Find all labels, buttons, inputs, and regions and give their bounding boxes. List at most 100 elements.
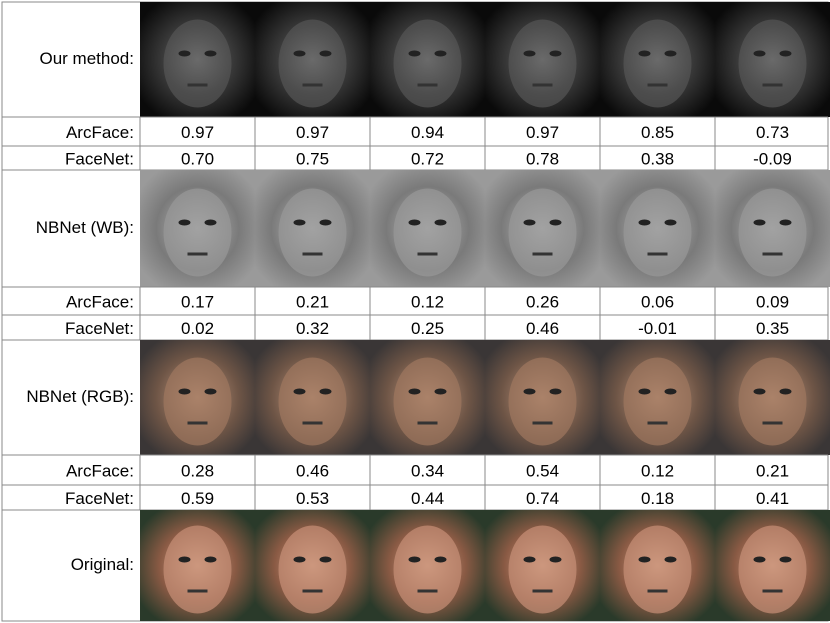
eye (523, 556, 536, 563)
eye (408, 50, 421, 57)
eye (408, 388, 421, 395)
mouth (302, 589, 323, 593)
face-shape (393, 525, 462, 614)
mouth (647, 252, 668, 256)
eye (178, 556, 191, 563)
score: 0.35 (756, 319, 789, 338)
mouth (532, 421, 553, 425)
face-shape (393, 357, 462, 446)
eye (664, 219, 677, 226)
score: 0.06 (641, 292, 674, 311)
face-shape (738, 357, 807, 446)
mouth (532, 83, 553, 87)
metric-label: FaceNet: (65, 149, 134, 168)
face-shape (508, 357, 577, 446)
score: 0.12 (641, 461, 674, 480)
mouth (532, 252, 553, 256)
face-shape (393, 19, 462, 108)
metric-label: FaceNet: (65, 319, 134, 338)
face-shape (738, 525, 807, 614)
score: 0.97 (296, 123, 329, 142)
eye (664, 50, 677, 57)
eye (779, 50, 792, 57)
metric-label: ArcFace: (66, 292, 134, 311)
score: 0.02 (181, 319, 214, 338)
mouth (417, 83, 438, 87)
face-shape (278, 19, 347, 108)
score: 0.46 (526, 319, 559, 338)
score: 0.97 (181, 123, 214, 142)
eye (434, 388, 447, 395)
score: 0.21 (756, 461, 789, 480)
mouth (762, 589, 783, 593)
eye (204, 556, 217, 563)
eye (434, 50, 447, 57)
face-shape (278, 188, 347, 277)
eye (638, 50, 651, 57)
mouth (647, 421, 668, 425)
eye (549, 388, 562, 395)
mouth (187, 421, 208, 425)
score: 0.72 (411, 149, 444, 168)
face-shape (163, 188, 232, 277)
score: 0.85 (641, 123, 674, 142)
score: 0.70 (181, 149, 214, 168)
face-shape (623, 357, 692, 446)
score: 0.38 (641, 149, 674, 168)
mouth (302, 421, 323, 425)
score: -0.01 (638, 319, 677, 338)
score: 0.18 (641, 489, 674, 508)
row-label: Our method: (40, 49, 135, 68)
eye (293, 388, 306, 395)
metric-label: ArcFace: (66, 123, 134, 142)
eye (779, 219, 792, 226)
face-shape (738, 19, 807, 108)
eye (523, 388, 536, 395)
score: 0.09 (756, 292, 789, 311)
eye (753, 556, 766, 563)
face-shape (623, 525, 692, 614)
score: 0.78 (526, 149, 559, 168)
mouth (417, 252, 438, 256)
eye (664, 388, 677, 395)
mouth (302, 252, 323, 256)
mouth (417, 589, 438, 593)
metric-label: FaceNet: (65, 489, 134, 508)
score: 0.21 (296, 292, 329, 311)
score: 0.26 (526, 292, 559, 311)
score: 0.75 (296, 149, 329, 168)
eye (638, 219, 651, 226)
mouth (532, 589, 553, 593)
row-label: NBNet (WB): (36, 218, 134, 237)
eye (293, 50, 306, 57)
eye (779, 556, 792, 563)
eye (664, 556, 677, 563)
eye (549, 219, 562, 226)
score: 0.53 (296, 489, 329, 508)
face-shape (508, 188, 577, 277)
eye (319, 219, 332, 226)
mouth (647, 83, 668, 87)
score: 0.44 (411, 489, 444, 508)
eye (753, 50, 766, 57)
eye (204, 50, 217, 57)
eye (753, 219, 766, 226)
score: 0.59 (181, 489, 214, 508)
eye (204, 388, 217, 395)
score: 0.12 (411, 292, 444, 311)
score: 0.25 (411, 319, 444, 338)
eye (549, 50, 562, 57)
mouth (187, 83, 208, 87)
score: -0.09 (753, 149, 792, 168)
mouth (762, 421, 783, 425)
metric-label: ArcFace: (66, 461, 134, 480)
mouth (417, 421, 438, 425)
score: 0.74 (526, 489, 559, 508)
eye (319, 388, 332, 395)
face-shape (278, 525, 347, 614)
eye (638, 556, 651, 563)
face-shape (163, 525, 232, 614)
eye (779, 388, 792, 395)
score: 0.34 (411, 461, 444, 480)
